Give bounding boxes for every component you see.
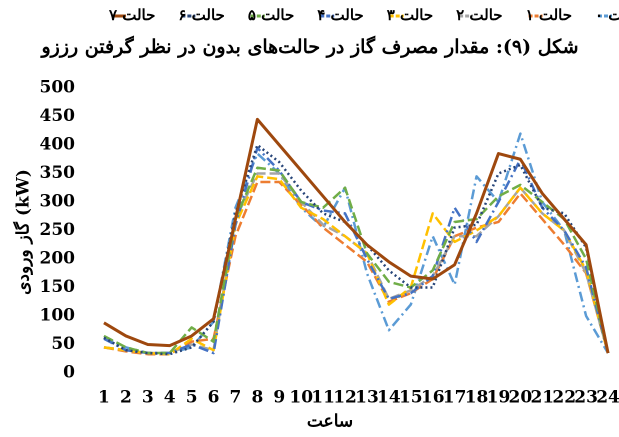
x-tick-label: 7 bbox=[230, 388, 242, 408]
series-line bbox=[103, 180, 610, 356]
legend-label: حالت ۷ bbox=[108, 6, 155, 24]
y-axis-label: گاز ورودی (kW) bbox=[13, 169, 34, 295]
series-line bbox=[103, 175, 610, 356]
y-tick-label: 400 bbox=[40, 135, 76, 155]
x-tick-label: 12 bbox=[333, 388, 357, 408]
x-tick-label: 2 bbox=[120, 388, 132, 408]
y-tick-label: 0 bbox=[63, 363, 75, 383]
x-tick-label: 19 bbox=[487, 388, 511, 408]
y-tick-label: 450 bbox=[40, 106, 76, 126]
series-line bbox=[103, 166, 610, 355]
legend-label: حالت ۰ bbox=[595, 6, 619, 24]
legend-label: حالت ۴ bbox=[317, 6, 363, 24]
x-tick-label: 23 bbox=[574, 388, 598, 408]
y-tick-label: 50 bbox=[51, 334, 75, 354]
legend-label: حالت ۶ bbox=[178, 6, 224, 24]
y-tick-label: 150 bbox=[40, 277, 76, 297]
x-tick-label: 20 bbox=[509, 388, 533, 408]
y-tick-label: 350 bbox=[40, 163, 76, 183]
chart-title: شکل (۹): مقدار مصرف گاز در حالت‌های بدون… bbox=[39, 35, 578, 58]
y-tick-label: 200 bbox=[40, 249, 76, 269]
x-tick-label: 3 bbox=[142, 388, 154, 408]
y-tick-label: 500 bbox=[40, 78, 76, 98]
series-line bbox=[103, 143, 610, 356]
series-line bbox=[103, 132, 610, 355]
x-tick-label: 22 bbox=[552, 388, 576, 408]
x-tick-label: 16 bbox=[421, 388, 445, 408]
y-tick-label: 100 bbox=[40, 306, 76, 326]
x-tick-label: 10 bbox=[289, 388, 313, 408]
x-tick-label: 13 bbox=[355, 388, 379, 408]
y-tick-label: 250 bbox=[40, 220, 76, 240]
x-tick-label: 18 bbox=[465, 388, 489, 408]
x-tick-label: 14 bbox=[377, 388, 401, 408]
legend-label: حالت ۱ bbox=[526, 6, 572, 24]
x-tick-label: 4 bbox=[164, 388, 176, 408]
series-line bbox=[103, 117, 610, 354]
x-tick-label: 17 bbox=[443, 388, 467, 408]
x-tick-label: 8 bbox=[251, 388, 263, 408]
x-axis-label: ساعت bbox=[307, 412, 353, 432]
x-tick-label: 21 bbox=[530, 388, 554, 408]
x-tick-label: 11 bbox=[311, 388, 335, 408]
x-tick-label: 15 bbox=[399, 388, 423, 408]
legend-label: حالت ۲ bbox=[456, 6, 502, 24]
x-tick-label: 24 bbox=[596, 388, 619, 408]
y-tick-label: 300 bbox=[40, 192, 76, 212]
x-tick-label: 1 bbox=[98, 388, 110, 408]
x-tick-label: 9 bbox=[273, 388, 285, 408]
x-tick-label: 5 bbox=[186, 388, 198, 408]
legend-label: حالت ۳ bbox=[387, 6, 433, 24]
x-tick-label: 6 bbox=[208, 388, 220, 408]
legend-label: حالت ۵ bbox=[248, 6, 294, 24]
